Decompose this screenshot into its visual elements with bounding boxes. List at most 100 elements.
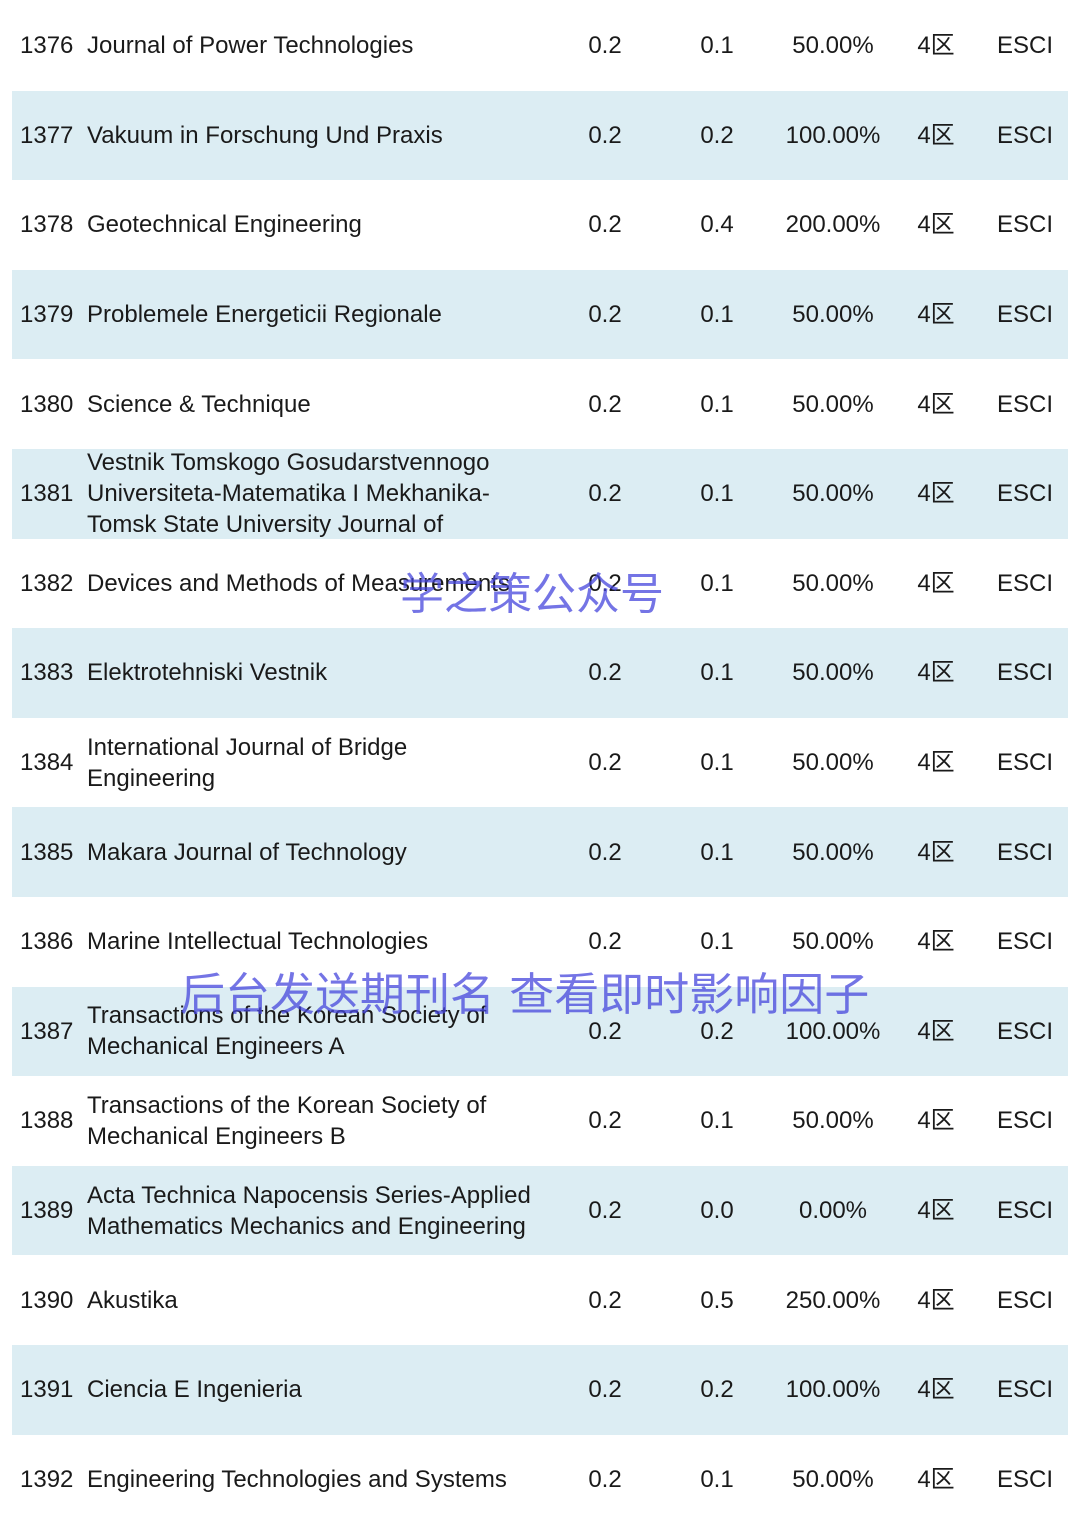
table-row: 1384 International Journal of Bridge Engi…	[12, 718, 1068, 808]
row-number: 1380	[20, 390, 74, 418]
table-row: 1378 Geotechnical Engineering 0.2 0.4 200.00…	[12, 180, 1068, 270]
growth-rate: 50.00%	[792, 659, 874, 687]
growth-rate: 100.00%	[785, 1376, 881, 1404]
growth-rate: 50.00%	[792, 749, 874, 777]
table-row: 1387 Transactions of the Korean Society o…	[12, 986, 1068, 1077]
table-row: 1385 Makara Journal of Technology 0.2 0.1 50…	[12, 807, 1068, 897]
journal-title: Vestnik Tomskogo Gosudarstvennogo Univer…	[87, 449, 490, 539]
realtime-factor: 0.1	[700, 480, 734, 508]
realtime-factor: 0.0	[700, 1197, 734, 1225]
realtime-factor: 0.1	[700, 659, 734, 687]
index-db: ESCI	[996, 659, 1053, 687]
journal-title: Elektrotehniski Vestnik	[87, 659, 328, 687]
index-db: ESCI	[996, 928, 1053, 956]
index-db: ESCI	[996, 1197, 1053, 1225]
impact-factor: 0.2	[588, 301, 622, 329]
growth-rate: 50.00%	[792, 480, 874, 508]
row-number: 1379	[20, 301, 74, 329]
growth-rate: 50.00%	[792, 1107, 874, 1135]
zone: 4区	[917, 121, 955, 149]
impact-factor: 0.2	[588, 1376, 622, 1404]
journal-title: Ciencia E Ingenieria	[87, 1376, 302, 1404]
index-db: ESCI	[996, 1465, 1053, 1493]
index-db: ESCI	[996, 211, 1053, 239]
impact-factor: 0.2	[588, 390, 622, 418]
growth-rate: 0.00%	[798, 1197, 868, 1225]
journal-title: Journal of Power Technologies	[87, 32, 414, 60]
growth-rate: 50.00%	[792, 32, 874, 60]
index-db: ESCI	[996, 480, 1053, 508]
index-db: ESCI	[996, 1286, 1053, 1314]
realtime-factor: 0.1	[700, 1465, 734, 1493]
table-row: 1381 Vestnik Tomskogo Gosudarstvennogo Un…	[12, 449, 1068, 539]
growth-rate: 100.00%	[785, 1017, 881, 1045]
zone: 4区	[917, 1107, 955, 1135]
growth-rate: 50.00%	[792, 390, 874, 418]
realtime-factor: 0.1	[700, 749, 734, 777]
table-row: 1392 Engineering Technologies and Systems…	[12, 1435, 1068, 1525]
row-number: 1376	[20, 32, 74, 60]
impact-factor: 0.2	[588, 32, 622, 60]
impact-factor: 0.2	[588, 121, 622, 149]
zone: 4区	[917, 1017, 955, 1045]
table-row: 1376 Journal of Power Technologies 0.2 0.1 5…	[12, 1, 1068, 91]
row-number: 1385	[20, 838, 74, 866]
journal-title: Makara Journal of Technology	[87, 838, 407, 866]
growth-rate: 200.00%	[785, 211, 881, 239]
realtime-factor: 0.1	[700, 569, 734, 597]
zone: 4区	[917, 659, 955, 687]
impact-factor: 0.2	[588, 1197, 622, 1225]
growth-rate: 250.00%	[785, 1286, 881, 1314]
journal-title: Devices and Methods of Measurements	[87, 569, 510, 597]
index-db: ESCI	[996, 1017, 1053, 1045]
growth-rate: 50.00%	[792, 1465, 874, 1493]
zone: 4区	[917, 749, 955, 777]
realtime-factor: 0.2	[700, 121, 734, 149]
table-row: 1380 Science & Technique 0.2 0.1 50.00% 4区 ESC…	[12, 359, 1068, 449]
journal-title: International Journal of Bridge Engineer…	[87, 733, 408, 792]
table-row: 1383 Elektrotehniski Vestnik 0.2 0.1 50.00% 4…	[12, 628, 1068, 718]
realtime-factor: 0.4	[700, 211, 734, 239]
row-number: 1387	[20, 1017, 74, 1045]
row-number: 1381	[20, 480, 74, 508]
row-number: 1377	[20, 121, 74, 149]
index-db: ESCI	[996, 749, 1053, 777]
zone: 4区	[917, 569, 955, 597]
impact-factor: 0.2	[588, 1107, 622, 1135]
growth-rate: 50.00%	[792, 569, 874, 597]
watermark: 后台发送期刊名 查看即时影响因子	[180, 968, 870, 1021]
impact-factor: 0.2	[588, 1017, 622, 1045]
table-row: 1379 Problemele Energeticii Regionale 0.2 0…	[12, 269, 1068, 360]
realtime-factor: 0.1	[700, 390, 734, 418]
impact-factor: 0.2	[588, 1286, 622, 1314]
row-number: 1390	[20, 1286, 74, 1314]
table-row: 1377 Vakuum in Forschung Und Praxis 0.2 0.2…	[12, 90, 1068, 181]
realtime-factor: 0.1	[700, 301, 734, 329]
index-db: ESCI	[996, 121, 1053, 149]
zone: 4区	[917, 838, 955, 866]
row-number: 1388	[20, 1107, 74, 1135]
index-db: ESCI	[996, 390, 1053, 418]
table-row: 1389 Acta Technica Napocensis Series-Appl…	[12, 1165, 1068, 1256]
table-row: 1390 Akustika 0.2 0.5 250.00% 4区 ESCI	[12, 1255, 1068, 1345]
table-row: 1382 Devices and Methods of Measurements 0…	[12, 539, 1068, 629]
impact-factor: 0.2	[588, 480, 622, 508]
zone: 4区	[917, 480, 955, 508]
realtime-factor: 0.1	[700, 32, 734, 60]
row-number: 1384	[20, 749, 74, 777]
growth-rate: 50.00%	[792, 301, 874, 329]
table-row: 1388 Transactions of the Korean Society o…	[12, 1076, 1068, 1166]
journal-title: Akustika	[87, 1286, 178, 1314]
row-number: 1391	[20, 1376, 74, 1404]
zone: 4区	[917, 301, 955, 329]
zone: 4区	[917, 390, 955, 418]
journal-title: Vakuum in Forschung Und Praxis	[87, 121, 443, 149]
zone: 4区	[917, 1197, 955, 1225]
index-db: ESCI	[996, 301, 1053, 329]
realtime-factor: 0.2	[700, 1017, 734, 1045]
row-number: 1382	[20, 569, 74, 597]
realtime-factor: 0.1	[700, 838, 734, 866]
growth-rate: 50.00%	[792, 928, 874, 956]
journal-title: Science & Technique	[87, 390, 311, 418]
